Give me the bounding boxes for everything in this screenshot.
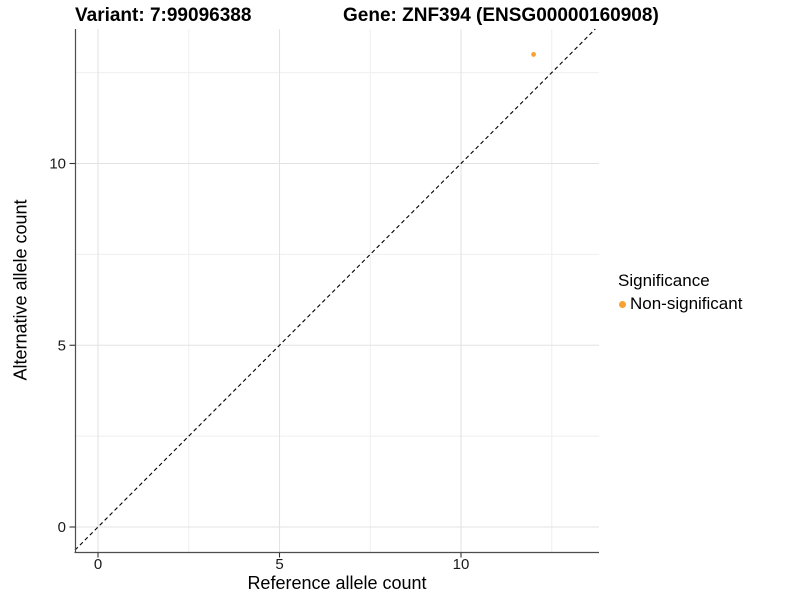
data-point — [531, 52, 536, 57]
plot-title-variant: Variant: 7:99096388 — [75, 5, 252, 26]
legend-point-icon — [619, 300, 626, 308]
y-tick-label: 10 — [49, 156, 66, 173]
legend-entry-label: Non-significant — [630, 294, 743, 313]
legend: Significance Non-significant — [618, 271, 742, 314]
y-axis-title: Alternative allele count — [10, 199, 31, 381]
x-tick-label: 5 — [275, 556, 283, 573]
x-axis-title: Reference allele count — [247, 573, 427, 593]
y-tick-label: 0 — [58, 519, 66, 536]
plot-title-gene: Gene: ZNF394 (ENSG00000160908) — [343, 5, 659, 26]
identity-line — [74, 28, 596, 551]
x-tick-label: 0 — [94, 556, 102, 573]
legend-title: Significance — [618, 271, 710, 290]
y-tick-label: 5 — [58, 337, 66, 354]
legend-entry: Non-significant — [618, 294, 742, 314]
x-tick-label: 10 — [453, 556, 470, 573]
